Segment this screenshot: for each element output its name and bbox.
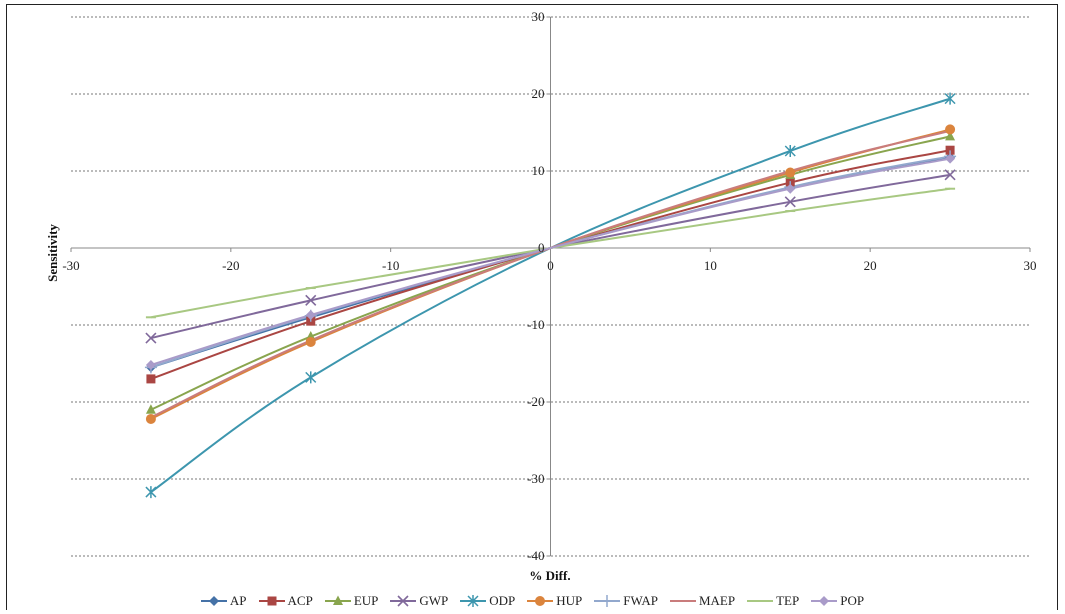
legend-swatch-marker xyxy=(467,595,479,607)
y-tick-label: 20 xyxy=(532,86,545,101)
legend-item-hup: HUP xyxy=(527,593,582,609)
legend-label: ODP xyxy=(489,593,516,608)
x-tick-label: 10 xyxy=(704,258,717,273)
legend-swatch-marker xyxy=(535,596,546,606)
legend-label: FWAP xyxy=(623,593,658,608)
point-pop xyxy=(785,183,796,194)
legend-label: AP xyxy=(229,593,247,608)
y-tick-label: -20 xyxy=(527,394,544,409)
legend-item-ap: AP xyxy=(200,593,247,609)
chart-frame xyxy=(6,4,1058,610)
legend-swatch xyxy=(460,595,487,607)
y-tick-label: 0 xyxy=(538,240,545,255)
y-tick-label: -30 xyxy=(527,471,544,486)
legend-label: HUP xyxy=(556,593,583,608)
legend-swatch xyxy=(324,595,351,605)
axes xyxy=(70,16,1031,557)
legend-label: TEP xyxy=(776,593,800,608)
y-tick-label: -40 xyxy=(527,548,544,563)
point-odp xyxy=(305,371,317,384)
point-odp xyxy=(145,486,157,499)
chart-plot: 30 20 10 0 -10 -20 -30 -40 -30 -20 -10 0 10 20 30 % Di… xyxy=(45,9,1037,583)
y-axis-title: Sensitivity xyxy=(45,224,60,282)
series-markers xyxy=(144,92,957,499)
legend-label: GWP xyxy=(419,593,449,608)
legend-label: EUP xyxy=(353,593,379,608)
legend-item-fwap: FWAP xyxy=(594,593,658,609)
point-pop xyxy=(145,360,156,371)
legend-swatch-marker xyxy=(397,595,409,607)
legend-swatch-marker xyxy=(208,596,219,606)
legend-swatch xyxy=(258,596,285,606)
legend-label: ACP xyxy=(287,593,313,608)
legend-swatch xyxy=(527,596,554,606)
point-acp xyxy=(945,145,955,155)
x-axis-title: % Diff. xyxy=(529,568,570,583)
point-gwp xyxy=(784,196,796,208)
legend-swatch xyxy=(390,595,417,607)
legend-swatch xyxy=(811,596,838,606)
point-hup xyxy=(305,336,316,347)
legend: AP ACP EUP GWP ODP HUP FWAP MAEP TEP POP xyxy=(0,590,1065,612)
legend-swatch-marker xyxy=(267,596,277,606)
legend-swatch-marker xyxy=(819,596,830,606)
y-tick-label: 10 xyxy=(532,163,545,178)
series-lines xyxy=(150,97,951,493)
x-tick-label: -30 xyxy=(62,258,79,273)
point-hup xyxy=(145,413,156,424)
point-gwp xyxy=(944,169,956,181)
legend-swatch xyxy=(594,595,621,607)
y-tick-label: -10 xyxy=(527,317,544,332)
point-eup xyxy=(145,404,156,414)
series-line-pop xyxy=(150,157,951,366)
x-tick-label: 30 xyxy=(1024,258,1037,273)
point-acp xyxy=(146,374,156,384)
y-tick-label: 30 xyxy=(532,9,545,24)
point-odp xyxy=(784,144,796,157)
x-tick-label: -10 xyxy=(382,258,399,273)
legend-swatch xyxy=(747,600,774,602)
point-hup xyxy=(945,124,956,135)
point-gwp xyxy=(305,294,317,306)
legend-item-maep: MAEP xyxy=(669,593,736,609)
point-odp xyxy=(944,92,956,105)
legend-label: POP xyxy=(840,593,865,608)
legend-swatch-marker xyxy=(601,595,614,607)
x-tick-label: -20 xyxy=(222,258,239,273)
legend-item-gwp: GWP xyxy=(390,593,448,609)
legend-item-eup: EUP xyxy=(324,593,379,609)
point-pop xyxy=(945,153,956,164)
point-eup xyxy=(945,130,956,141)
legend-label: MAEP xyxy=(698,593,736,608)
legend-item-acp: ACP xyxy=(258,593,313,609)
point-gwp xyxy=(145,332,157,344)
tick-labels: 30 20 10 0 -10 -20 -30 -40 -30 -20 -10 0 10 20 30 xyxy=(62,9,1036,563)
legend-swatch-marker xyxy=(332,595,343,605)
legend-item-tep: TEP xyxy=(747,593,799,609)
x-tick-label: 0 xyxy=(547,258,554,273)
point-hup xyxy=(785,167,796,178)
legend-swatch xyxy=(669,600,696,602)
legend-swatch xyxy=(200,596,227,606)
legend-item-pop: POP xyxy=(811,593,864,609)
legend-item-odp: ODP xyxy=(460,593,515,609)
x-tick-label: 20 xyxy=(864,258,877,273)
point-pop xyxy=(305,309,316,320)
